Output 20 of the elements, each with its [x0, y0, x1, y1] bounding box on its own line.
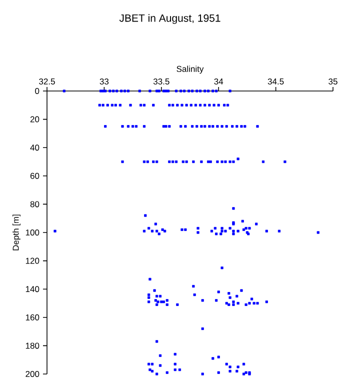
y-tick-label: 20 — [30, 116, 40, 122]
y-tick-label: 0 — [35, 88, 40, 94]
y-tick-label: 80 — [30, 201, 40, 208]
x-axis-title: Salinity — [176, 66, 204, 74]
y-tick-label: 140 — [26, 286, 40, 292]
y-tick-label: 120 — [26, 258, 40, 264]
y-tick-label: 200 — [26, 370, 40, 378]
x-tick-label: 32.5 — [39, 78, 55, 84]
y-tick-label: 40 — [30, 144, 40, 151]
chart-title: JBET in August, 1951 — [119, 14, 220, 24]
y-tick-label: 60 — [30, 172, 40, 179]
x-tick-label: 33 — [100, 78, 109, 84]
y-tick-label: 180 — [26, 342, 40, 349]
x-tick-label: 35 — [328, 78, 338, 84]
x-tick-label: 33.5 — [153, 78, 170, 84]
x-tick-label: 34.5 — [268, 78, 284, 84]
x-tick-label: 34 — [214, 78, 224, 84]
y-axis-title: Depth [m] — [12, 214, 20, 250]
y-tick-label: 160 — [26, 314, 40, 320]
y-tick-label: 100 — [26, 229, 40, 236]
